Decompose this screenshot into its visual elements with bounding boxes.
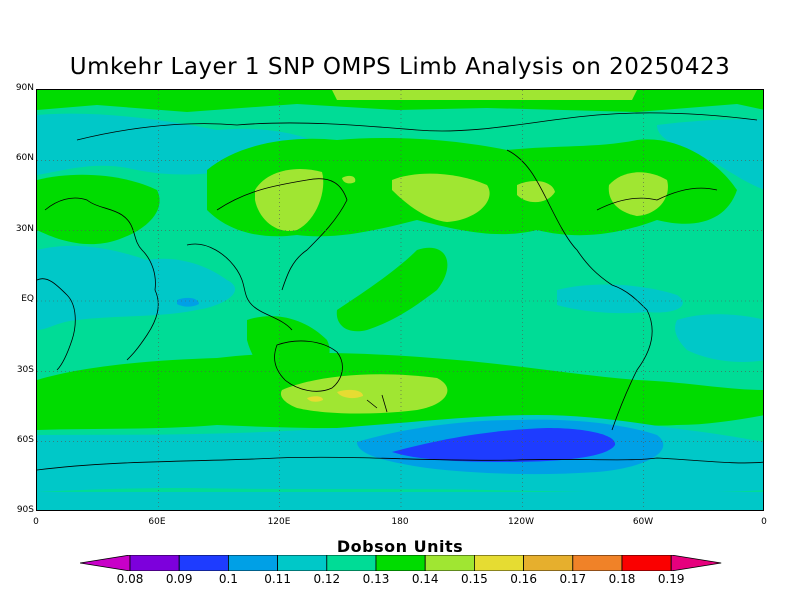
mid-blue-east: [557, 284, 683, 314]
colorbar-label: 0.14: [411, 572, 439, 586]
colorbar-label: 0.11: [264, 572, 291, 586]
colorbar-label: 0.08: [116, 572, 144, 586]
colorbar-cell: [277, 555, 328, 571]
lon-label-60w: 60W: [632, 517, 654, 527]
colorbar-cell: [621, 555, 672, 571]
europe-green: [37, 174, 160, 245]
lat-label-60n: 60N: [15, 153, 34, 163]
north-lowband-east: [657, 119, 763, 190]
colorbar: [80, 555, 722, 571]
colorbar-label: 0.19: [657, 572, 685, 586]
map-canvas: [37, 90, 763, 510]
colorbar-cell: [473, 555, 524, 571]
lon-label-120e: 120E: [267, 517, 291, 527]
south-yellow-core: [307, 396, 323, 402]
equator-green-tongue: [336, 247, 448, 332]
ozone-map: [36, 89, 764, 511]
colorbar-label: 0.18: [608, 572, 636, 586]
colorbar-label: 0.09: [165, 572, 193, 586]
map-title: Umkehr Layer 1 SNP OMPS Limb Analysis on…: [69, 54, 731, 80]
colorbar-label: 0.1: [218, 572, 238, 586]
colorbar-cell: [326, 555, 377, 571]
north-yellow-1: [255, 169, 324, 231]
colorbar-cell: [178, 555, 229, 571]
lat-label-30s: 30S: [16, 365, 34, 375]
equator-blue-2: [177, 297, 199, 307]
colorbar-cell: [129, 555, 180, 571]
equator-blue: [37, 245, 236, 330]
colorbar-cell: [375, 555, 426, 571]
colorbar-label: 0.17: [559, 572, 587, 586]
colorbar-cell: [424, 555, 475, 571]
antarctic-darkblue: [392, 428, 616, 462]
lat-label-30n: 30N: [15, 224, 34, 234]
lon-label-120w: 120W: [507, 517, 535, 527]
colorbar-label: 0.16: [510, 572, 537, 586]
se-pacific-blue: [675, 314, 763, 362]
colorbar-cell: [523, 555, 574, 571]
graticule: [37, 90, 763, 510]
colorbar-label: 0.15: [461, 572, 488, 586]
south-yellow: [280, 374, 448, 414]
north-yellow-5: [342, 175, 356, 184]
colorbar-cell-high: [670, 555, 722, 571]
colorbar-cell-low: [80, 555, 131, 571]
lon-label-0-end: 0: [761, 517, 767, 527]
colorbar-label: 0.13: [362, 572, 390, 586]
south-yellow-core-2: [337, 389, 363, 399]
colorbar-title: Dobson Units: [336, 537, 464, 556]
arctic-yellow: [332, 90, 637, 100]
coastlines: [37, 112, 763, 471]
lat-label-90s: 90S: [16, 505, 34, 515]
north-yellow-2: [392, 173, 490, 222]
north-yellow-4: [608, 172, 668, 216]
lat-label-eq: EQ: [21, 294, 34, 304]
lat-label-90n: 90N: [15, 83, 34, 93]
colorbar-cell: [572, 555, 623, 571]
lon-label-0: 0: [33, 517, 39, 527]
south-bottom-green: [37, 492, 763, 510]
lon-label-180: 180: [391, 517, 409, 527]
colorbar-label: 0.12: [313, 572, 341, 586]
colorbar-cell: [227, 555, 278, 571]
lat-label-60s: 60S: [16, 435, 34, 445]
lon-label-60e: 60E: [148, 517, 166, 527]
